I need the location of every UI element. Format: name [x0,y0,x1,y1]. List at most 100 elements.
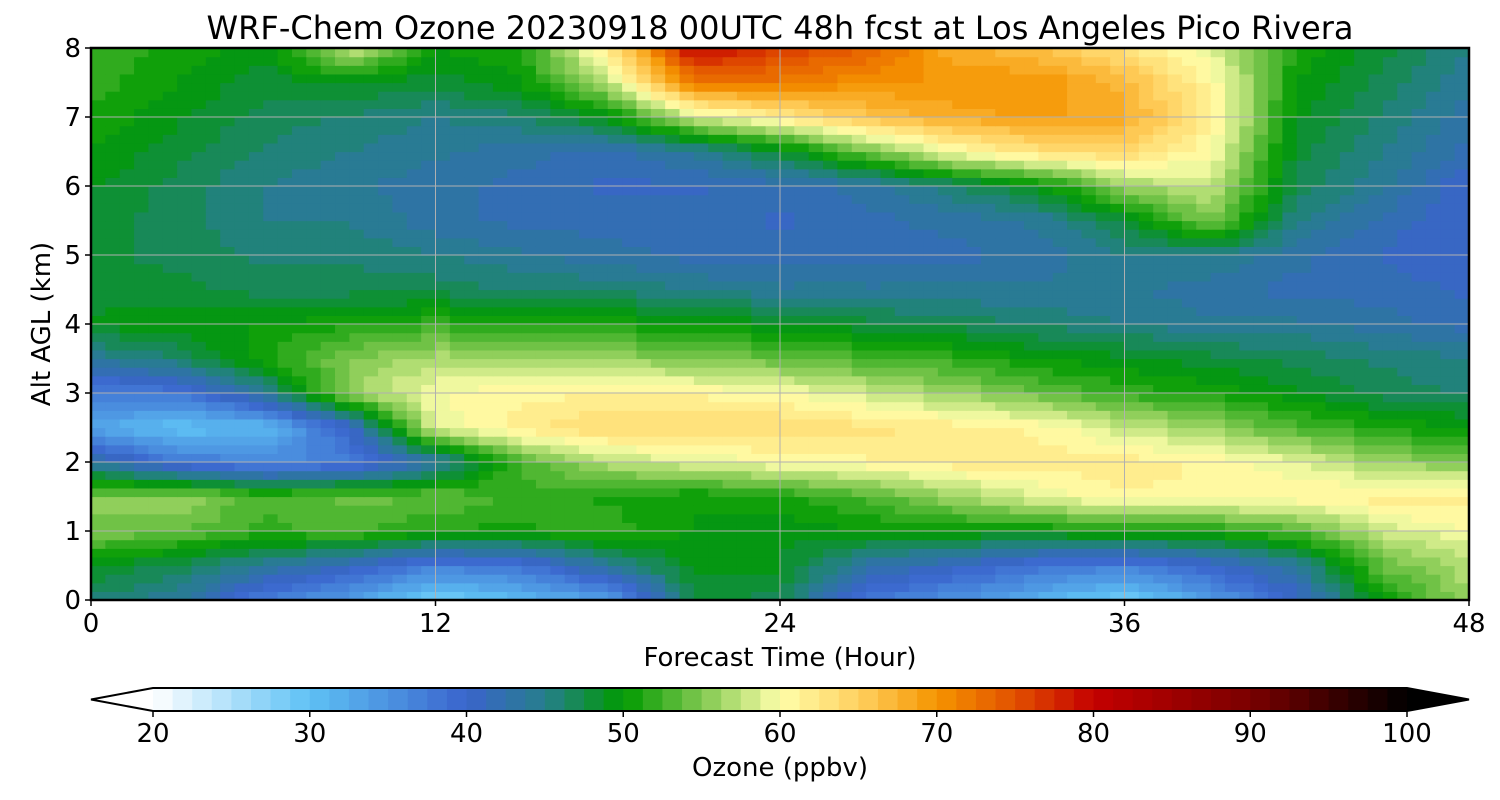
heatmap-cell [550,341,566,351]
heatmap-cell [464,418,480,429]
heatmap-cell [148,142,164,153]
heatmap-cell [363,246,379,256]
heatmap-cell [1339,444,1355,454]
heatmap-cell [291,306,307,316]
heatmap-cell [392,470,408,480]
heatmap-cell [1454,487,1469,498]
heatmap-cell [1009,160,1025,170]
heatmap-cell [378,177,394,187]
heatmap-cell [1181,237,1197,247]
heatmap-cell [349,418,365,429]
heatmap-cell [177,160,193,170]
heatmap-cell [277,220,293,230]
heatmap-cell [1181,332,1197,342]
heatmap-cell [105,556,121,567]
heatmap-cell [1368,151,1384,161]
heatmap-cell [823,375,839,385]
heatmap-cell [492,375,508,385]
heatmap-cell [1224,470,1240,480]
heatmap-cell [1081,591,1097,600]
heatmap-cell [1311,229,1327,239]
heatmap-cell [1382,401,1398,411]
heatmap-cell [693,358,709,368]
heatmap-cell [119,548,135,558]
heatmap-cell [162,384,178,394]
heatmap-cell [1339,211,1355,222]
heatmap-cell [593,453,609,463]
heatmap-cell [751,315,767,325]
heatmap-cell [1440,324,1456,334]
heatmap-cell [1038,375,1054,385]
heatmap-cell [593,186,609,196]
heatmap-cell [291,211,307,222]
heatmap-cell [349,177,365,187]
heatmap-cell [952,427,968,437]
heatmap-cell [234,505,250,515]
heatmap-cell [1397,211,1413,222]
heatmap-cell [1067,324,1083,334]
heatmap-cell [1325,194,1341,204]
heatmap-cell [1210,255,1226,265]
heatmap-cell [119,505,135,515]
heatmap-cell [1067,160,1083,170]
heatmap-cell [162,324,178,334]
heatmap-cell [349,211,365,222]
heatmap-cell [1038,358,1054,368]
heatmap-cell [1311,168,1327,178]
heatmap-cell [665,556,681,567]
heatmap-cell [1239,410,1255,420]
heatmap-cell [378,229,394,239]
heatmap-cell [1224,556,1240,567]
heatmap-cell [909,548,925,558]
heatmap-cell [1296,332,1312,342]
heatmap-cell [736,384,752,394]
heatmap-cell [780,427,795,437]
heatmap-cell [1440,384,1456,394]
heatmap-cell [320,470,336,480]
heatmap-cell [220,160,236,170]
heatmap-cell [923,237,939,247]
heatmap-cell [191,186,207,196]
heatmap-cell [1339,410,1355,420]
heatmap-cell [1009,306,1025,316]
heatmap-cell [91,349,106,360]
heatmap-cell [1440,160,1456,170]
heatmap-cell [363,513,379,523]
heatmap-cell [693,548,709,558]
heatmap-cell [650,367,666,377]
heatmap-cell [665,298,681,308]
heatmap-cell [335,470,350,480]
heatmap-cell [478,513,494,523]
heatmap-cell [665,531,681,541]
heatmap-cell [105,513,121,523]
heatmap-cell [1181,505,1197,515]
heatmap-cell [952,246,968,256]
heatmap-cell [406,444,422,454]
heatmap-cell [1024,298,1039,308]
heatmap-cell [937,289,953,299]
heatmap-cell [1425,375,1441,385]
heatmap-cell [765,384,781,394]
heatmap-cell [937,410,953,420]
heatmap-cell [708,306,724,316]
heatmap-cell [1440,255,1456,265]
heatmap-cell [622,548,638,558]
heatmap-cell [1282,367,1298,377]
heatmap-cell [794,565,810,575]
heatmap-cell [1253,401,1269,411]
heatmap-cell [435,556,451,567]
heatmap-cell [751,332,767,342]
heatmap-cell [808,160,824,170]
heatmap-cell [91,324,106,334]
heatmap-cell [823,410,839,420]
heatmap-cell [1081,211,1097,222]
heatmap-cell [579,505,594,515]
heatmap-cell [1167,306,1183,316]
heatmap-cell [722,272,738,282]
heatmap-cell [866,556,882,567]
heatmap-cell [306,289,322,299]
heatmap-cell [851,358,867,368]
heatmap-cell [1454,229,1469,239]
heatmap-cell [1224,151,1240,161]
heatmap-cell [320,418,336,429]
